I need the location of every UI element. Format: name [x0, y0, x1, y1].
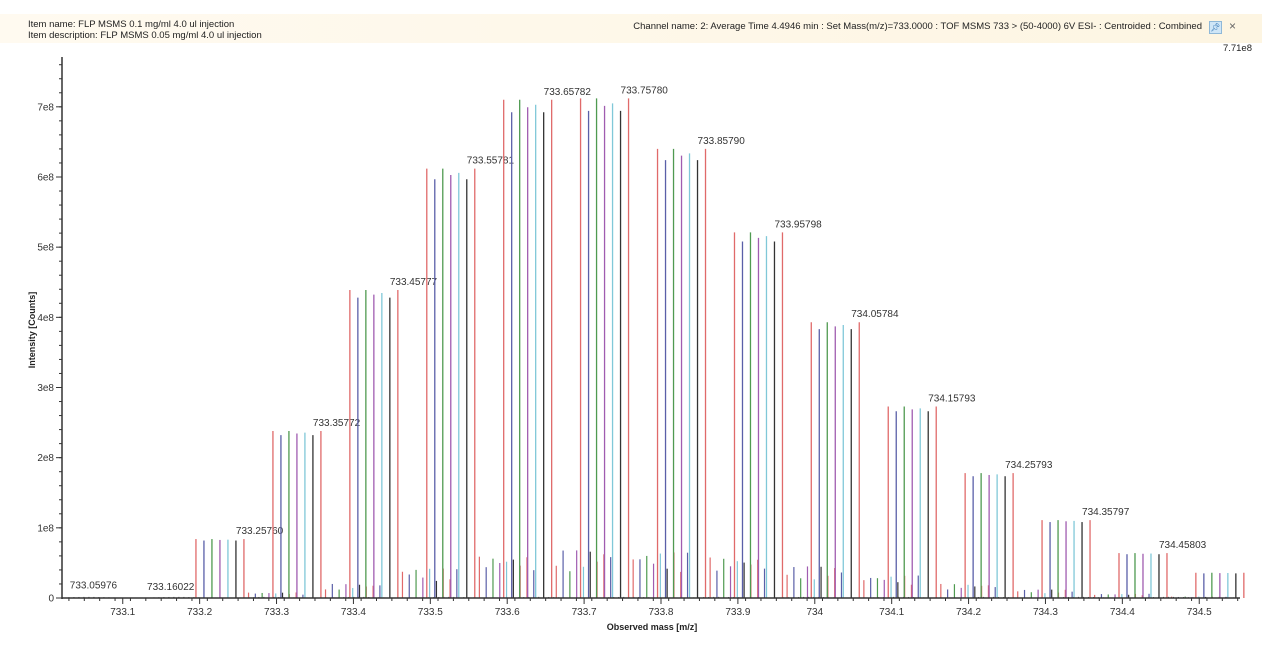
peak-label: 733.55781 [467, 156, 515, 167]
peak-label: 734.15793 [928, 393, 976, 404]
peak-label: 733.35772 [313, 418, 361, 429]
peak-label: 733.75780 [621, 85, 669, 96]
x-tick-label: 733.7 [572, 607, 597, 618]
y-tick-label: 2e8 [37, 453, 54, 464]
peak-label: 733.25760 [236, 526, 284, 537]
x-tick-label: 734.4 [1110, 607, 1135, 618]
y-tick-label: 3e8 [37, 383, 54, 394]
y-tick-label: 6e8 [37, 172, 54, 183]
item-name: Item name: FLP MSMS 0.1 mg/ml 4.0 ul inj… [28, 19, 235, 30]
x-tick-label: 733.8 [648, 607, 673, 618]
peak-label: 733.16022 [147, 582, 195, 593]
peak-label: 734.35797 [1082, 507, 1130, 518]
x-tick-label: 733.6 [495, 607, 520, 618]
max-intensity-label: 7.71e8 [1222, 43, 1252, 54]
peak-label: 734.05784 [851, 309, 899, 320]
x-tick-label: 733.3 [264, 607, 289, 618]
peak-label: 733.95798 [774, 219, 822, 230]
item-description: Item description: FLP MSMS 0.05 mg/ml 4.… [28, 30, 262, 41]
peak-label: 733.85790 [698, 136, 746, 147]
peak-label: 734.25793 [1005, 460, 1053, 471]
channel-name: Channel name: 2: Average Time 4.4946 min… [633, 21, 1202, 32]
y-tick-label: 4e8 [37, 313, 54, 324]
x-tick-label: 733.1 [110, 607, 135, 618]
close-icon[interactable]: × [1228, 19, 1236, 33]
y-tick-label: 5e8 [37, 243, 54, 254]
peak-label: 734.45803 [1159, 540, 1207, 551]
peak-label: 733.05976 [70, 580, 118, 591]
x-tick-label: 734 [806, 607, 823, 618]
x-tick-label: 733.9 [725, 607, 750, 618]
x-tick-label: 733.4 [341, 607, 366, 618]
peak-label: 733.45777 [390, 277, 438, 288]
x-tick-label: 734.5 [1187, 607, 1212, 618]
y-tick-label: 7e8 [37, 102, 54, 113]
peak-label: 733.65782 [544, 87, 592, 98]
x-tick-label: 734.1 [879, 607, 904, 618]
x-tick-label: 733.5 [418, 607, 443, 618]
y-tick-label: 1e8 [37, 523, 54, 534]
y-axis-label: Intensity [Counts] [27, 292, 37, 369]
x-tick-label: 733.2 [187, 607, 212, 618]
y-tick-label: 0 [48, 594, 54, 605]
x-tick-label: 734.3 [1033, 607, 1058, 618]
item-info-header: Item name: FLP MSMS 0.1 mg/ml 4.0 ul inj… [0, 14, 1262, 43]
pin-icon[interactable]: 📌︎ [1209, 21, 1222, 34]
x-axis-label: Observed mass [m/z] [607, 622, 698, 632]
x-tick-label: 734.2 [956, 607, 981, 618]
